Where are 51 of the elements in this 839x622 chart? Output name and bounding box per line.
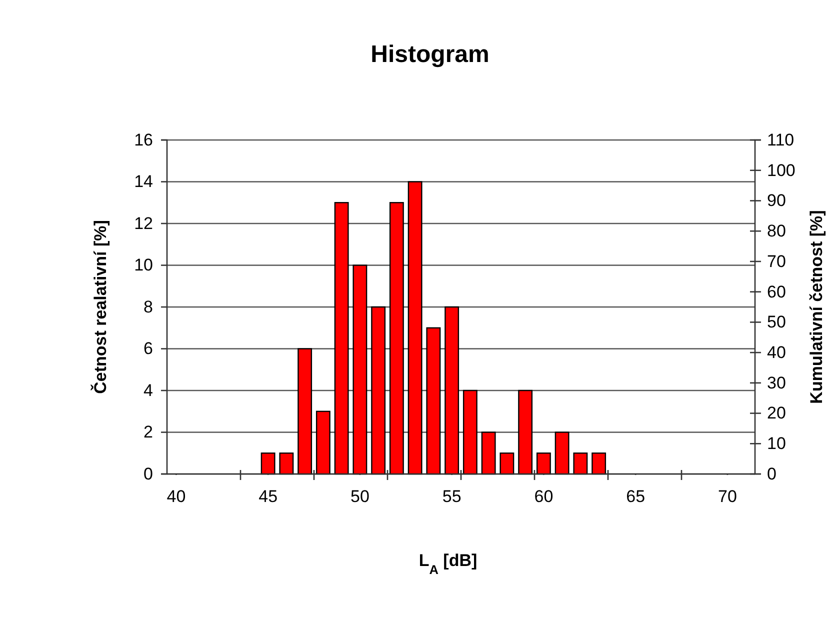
y2-tick-label: 110 xyxy=(767,130,794,150)
y2-tick-label: 60 xyxy=(767,282,786,302)
bar xyxy=(298,348,312,475)
bar xyxy=(500,452,514,475)
bar xyxy=(316,410,330,475)
y2-tick-label: 20 xyxy=(767,404,786,423)
y-tick-label: 10 xyxy=(134,256,153,275)
chart-title: Histogram xyxy=(370,41,490,68)
x-tick-label: 45 xyxy=(258,487,278,506)
bar xyxy=(352,264,368,475)
bar xyxy=(408,181,422,475)
bar xyxy=(518,390,533,475)
y2-tick-label: 50 xyxy=(767,312,786,332)
y2-tick-label: 40 xyxy=(767,342,786,362)
x-axis-title: L$_{A}$ [dB] xyxy=(418,551,478,576)
y-tick-label: 2 xyxy=(144,422,153,442)
bar xyxy=(279,452,294,475)
bar xyxy=(573,452,588,475)
bar xyxy=(481,432,496,475)
y-tick-label: 14 xyxy=(134,172,153,192)
y-tick-label: 4 xyxy=(144,380,153,400)
bar xyxy=(536,452,551,475)
y-axis-title: Četnost realativní [%] xyxy=(90,220,110,394)
y-tick-label: 16 xyxy=(134,130,153,150)
y-tick-label: 0 xyxy=(144,464,153,484)
y2-tick-label: 30 xyxy=(767,373,786,392)
bar xyxy=(462,390,478,475)
bar xyxy=(426,327,441,475)
x-tick-label: 50 xyxy=(350,487,370,506)
x-tick-label: 40 xyxy=(166,487,186,506)
bar xyxy=(334,202,349,475)
y2-tick-label: 10 xyxy=(767,434,786,454)
bar xyxy=(592,452,606,475)
x-tick-label: 70 xyxy=(718,487,737,506)
y2-tick-label: 80 xyxy=(767,222,786,241)
bar xyxy=(260,452,276,475)
bar xyxy=(371,306,386,475)
y-tick-label: 6 xyxy=(144,339,153,358)
x-tick-label: 55 xyxy=(442,487,462,506)
bar xyxy=(444,306,460,475)
y2-tick-label: 70 xyxy=(767,252,786,271)
y2-tick-label: 0 xyxy=(767,464,776,484)
y2-tick-label: 100 xyxy=(767,160,796,180)
y2-tick-label: 90 xyxy=(767,191,786,210)
x-tick-label: 60 xyxy=(534,487,554,506)
x-tick-label: 65 xyxy=(626,487,646,506)
bar xyxy=(554,432,570,475)
bar xyxy=(389,202,404,475)
y-tick-label: 8 xyxy=(144,297,153,316)
y-tick-label: 12 xyxy=(134,214,153,233)
y2-axis-title: Kumulativní četnost [%] xyxy=(807,210,826,404)
